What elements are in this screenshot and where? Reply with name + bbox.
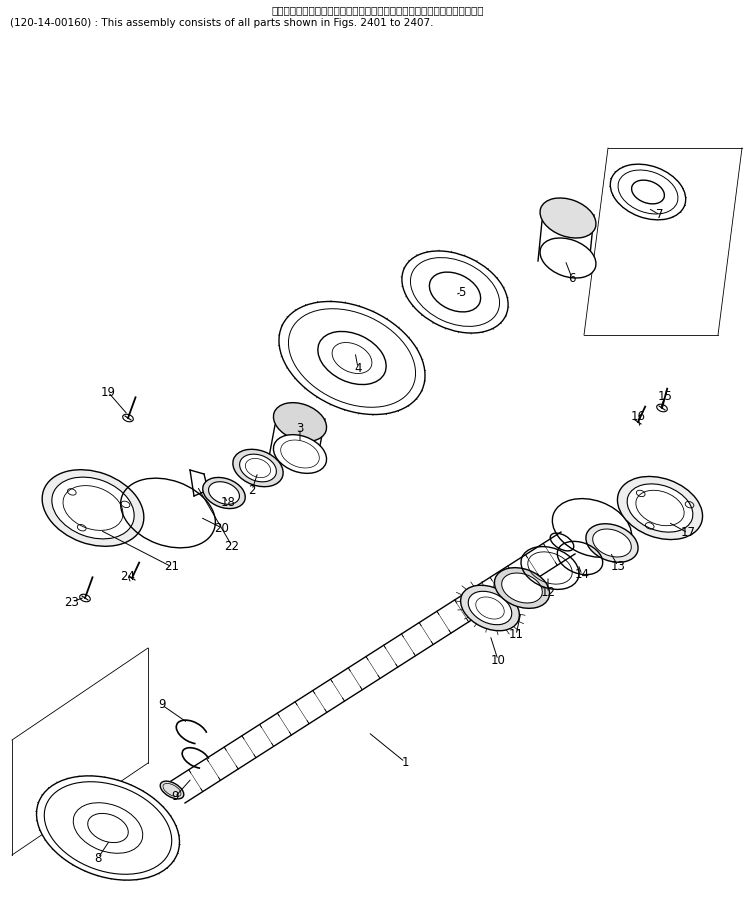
Ellipse shape bbox=[239, 454, 276, 482]
Ellipse shape bbox=[586, 524, 638, 562]
Text: 14: 14 bbox=[575, 568, 590, 582]
Text: 19: 19 bbox=[100, 386, 116, 398]
Text: 16: 16 bbox=[630, 410, 646, 423]
Text: 12: 12 bbox=[541, 586, 556, 600]
Ellipse shape bbox=[495, 567, 550, 609]
Text: 1: 1 bbox=[401, 755, 408, 769]
Text: 22: 22 bbox=[224, 539, 239, 553]
Text: 4: 4 bbox=[354, 361, 362, 375]
Text: 13: 13 bbox=[611, 559, 625, 573]
Text: 10: 10 bbox=[491, 654, 505, 666]
Ellipse shape bbox=[233, 450, 283, 486]
Ellipse shape bbox=[593, 529, 631, 557]
Ellipse shape bbox=[610, 165, 686, 220]
Ellipse shape bbox=[540, 198, 596, 238]
Ellipse shape bbox=[468, 592, 512, 625]
Text: 6: 6 bbox=[569, 271, 576, 284]
Ellipse shape bbox=[52, 477, 134, 539]
Text: 8: 8 bbox=[94, 851, 102, 865]
Text: 3: 3 bbox=[296, 422, 304, 434]
Ellipse shape bbox=[501, 573, 542, 603]
Text: 5: 5 bbox=[458, 286, 466, 298]
Ellipse shape bbox=[540, 238, 596, 278]
Text: 11: 11 bbox=[509, 628, 523, 642]
Ellipse shape bbox=[208, 482, 239, 504]
Text: 24: 24 bbox=[121, 569, 135, 583]
Text: 23: 23 bbox=[65, 595, 79, 609]
Text: 9: 9 bbox=[171, 790, 179, 804]
Ellipse shape bbox=[627, 484, 693, 532]
Ellipse shape bbox=[279, 301, 425, 414]
Ellipse shape bbox=[618, 476, 703, 539]
Text: 18: 18 bbox=[220, 496, 236, 510]
Text: このアセンブリの構成部品は㇢２４０１図から㇢２４０７図まで含みます。: このアセンブリの構成部品は㇢２４０１図から㇢２４０７図まで含みます。 bbox=[272, 5, 484, 15]
Ellipse shape bbox=[203, 477, 245, 509]
Text: 17: 17 bbox=[680, 527, 695, 539]
Ellipse shape bbox=[402, 251, 508, 333]
Text: (120-14-00160) : This assembly consists of all parts shown in Figs. 2401 to 2407: (120-14-00160) : This assembly consists … bbox=[10, 18, 433, 28]
Ellipse shape bbox=[461, 585, 519, 631]
Text: 15: 15 bbox=[658, 389, 673, 403]
Ellipse shape bbox=[273, 434, 327, 474]
Ellipse shape bbox=[42, 469, 144, 547]
Ellipse shape bbox=[160, 781, 183, 799]
Ellipse shape bbox=[273, 403, 327, 441]
Text: 7: 7 bbox=[656, 209, 664, 221]
Text: 21: 21 bbox=[165, 560, 180, 574]
Ellipse shape bbox=[36, 776, 180, 880]
Text: 2: 2 bbox=[248, 484, 256, 496]
Text: 9: 9 bbox=[159, 699, 166, 711]
Text: 20: 20 bbox=[214, 521, 230, 535]
